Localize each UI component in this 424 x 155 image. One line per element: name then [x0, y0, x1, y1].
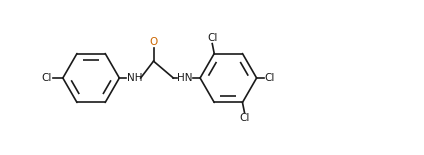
- Text: Cl: Cl: [207, 33, 218, 43]
- Text: NH: NH: [127, 73, 142, 83]
- Text: Cl: Cl: [42, 73, 52, 83]
- Text: Cl: Cl: [239, 113, 250, 123]
- Text: O: O: [149, 37, 158, 47]
- Text: HN: HN: [177, 73, 193, 83]
- Text: Cl: Cl: [265, 73, 275, 83]
